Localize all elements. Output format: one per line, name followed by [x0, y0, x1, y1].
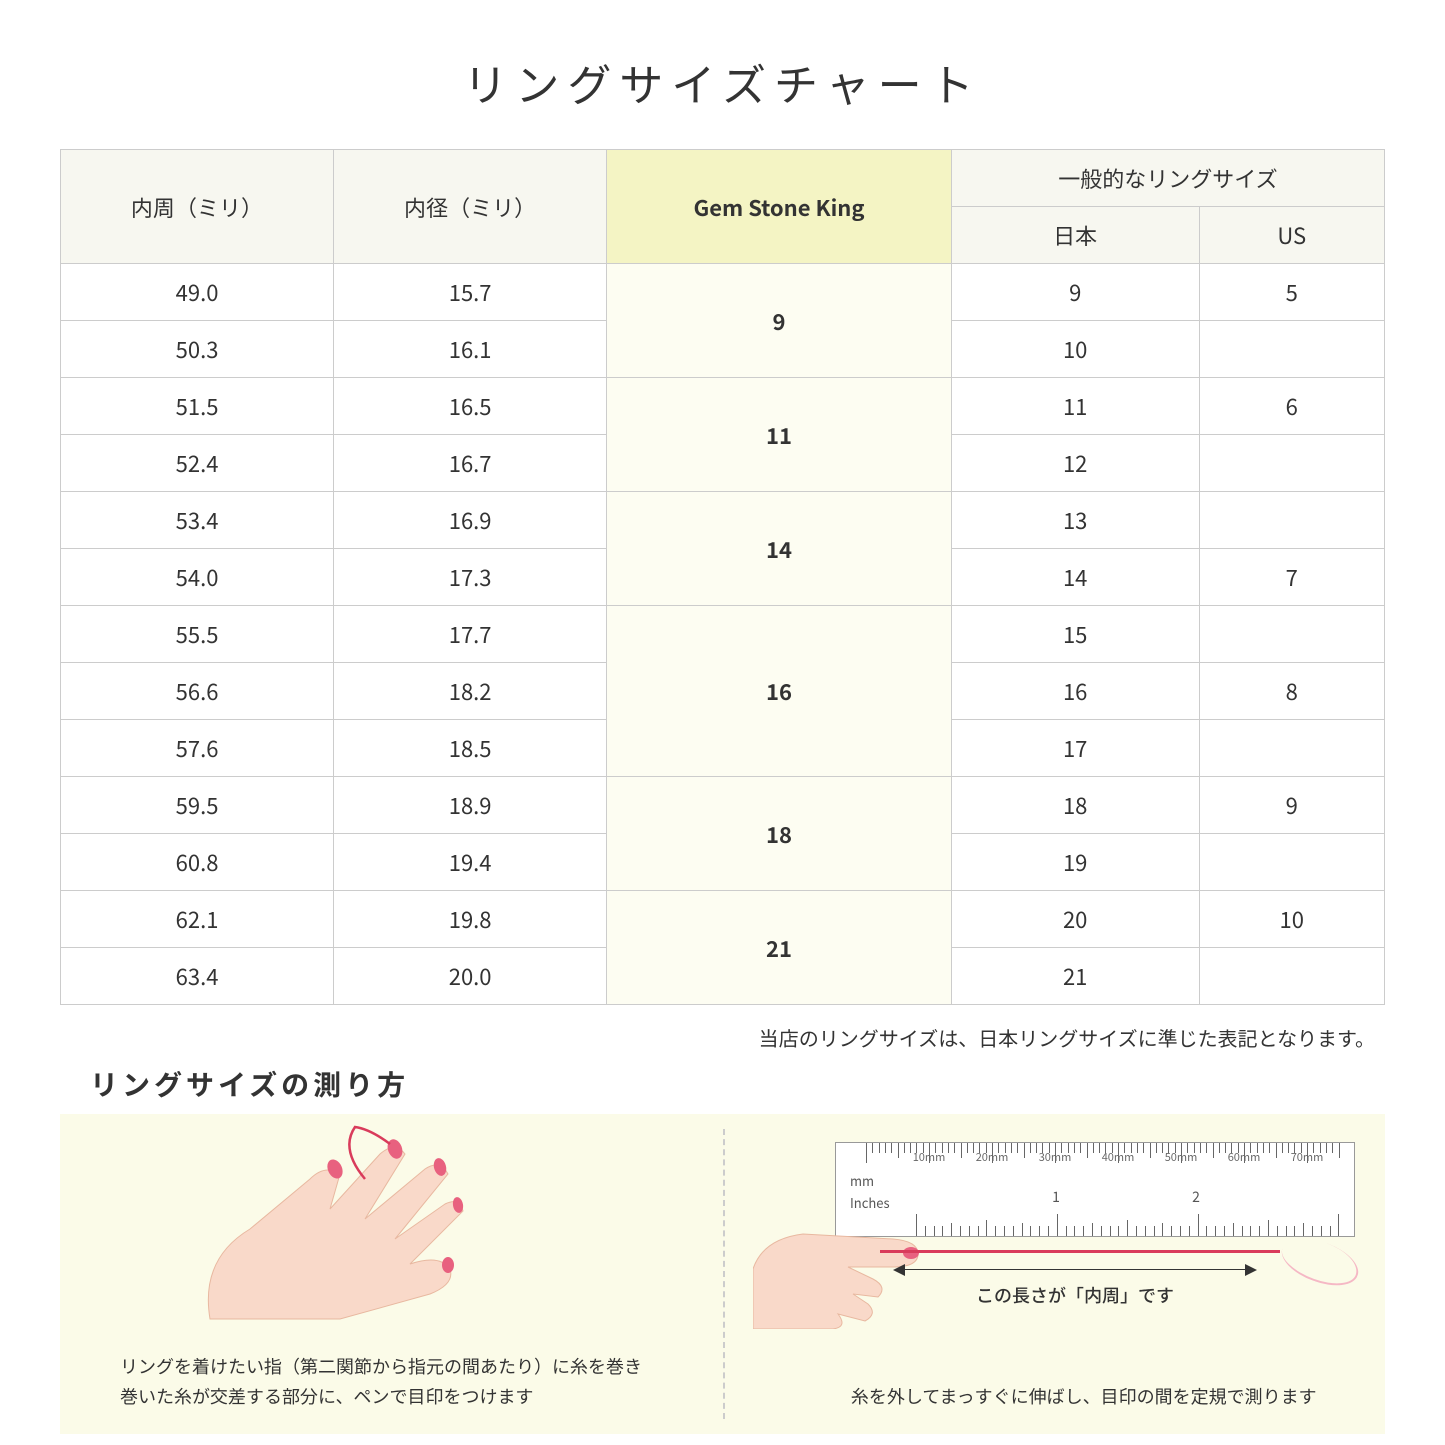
cell-us — [1199, 435, 1384, 492]
cell-japan: 14 — [951, 549, 1199, 606]
header-diameter: 内径（ミリ） — [334, 150, 607, 264]
cell-us: 5 — [1199, 264, 1384, 321]
cell-diameter: 16.5 — [334, 378, 607, 435]
header-japan: 日本 — [951, 207, 1199, 264]
caption-right: 糸を外してまっすぐに伸ばし、目印の間を定規で測ります — [813, 1381, 1356, 1412]
table-row: 59.5 18.91818 9 — [61, 777, 1385, 834]
cell-us — [1199, 834, 1384, 891]
illus-right: 10mm20mm30mm40mm50mm60mm70mm mm Inches 1… — [723, 1114, 1386, 1434]
cell-japan: 19 — [951, 834, 1199, 891]
ruler-mm-label: mm — [850, 1171, 874, 1190]
cell-us — [1199, 606, 1384, 663]
table-row: 53.4 16.91413 — [61, 492, 1385, 549]
cell-us — [1199, 492, 1384, 549]
cell-us — [1199, 948, 1384, 1005]
cell-diameter: 16.1 — [334, 321, 607, 378]
illustration-panel: リングを着けたい指（第二関節から指元の間あたり）に糸を巻き巻いた糸が交差する部分… — [60, 1114, 1385, 1434]
header-gsk: Gem Stone King — [607, 150, 952, 264]
cell-circumference: 60.8 — [61, 834, 334, 891]
cell-diameter: 20.0 — [334, 948, 607, 1005]
cell-us: 6 — [1199, 378, 1384, 435]
hand-wrap-icon — [180, 1119, 520, 1329]
cell-gsk: 21 — [607, 891, 952, 1005]
cell-circumference: 59.5 — [61, 777, 334, 834]
cell-diameter: 17.3 — [334, 549, 607, 606]
cell-us: 8 — [1199, 663, 1384, 720]
cell-japan: 10 — [951, 321, 1199, 378]
cell-us: 9 — [1199, 777, 1384, 834]
cell-diameter: 15.7 — [334, 264, 607, 321]
arrow-label: この長さが「内周」です — [885, 1282, 1265, 1308]
caption-left: リングを着けたい指（第二関節から指元の間あたり）に糸を巻き巻いた糸が交差する部分… — [120, 1351, 693, 1412]
cell-circumference: 49.0 — [61, 264, 334, 321]
cell-circumference: 51.5 — [61, 378, 334, 435]
cell-us: 10 — [1199, 891, 1384, 948]
cell-diameter: 17.7 — [334, 606, 607, 663]
cell-gsk: 14 — [607, 492, 952, 606]
cell-circumference: 50.3 — [61, 321, 334, 378]
cell-japan: 18 — [951, 777, 1199, 834]
cell-gsk: 9 — [607, 264, 952, 378]
subtitle: リングサイズの測り方 — [90, 1064, 1385, 1104]
cell-circumference: 63.4 — [61, 948, 334, 1005]
cell-circumference: 55.5 — [61, 606, 334, 663]
cell-circumference: 56.6 — [61, 663, 334, 720]
cell-japan: 20 — [951, 891, 1199, 948]
table-row: 51.5 16.51111 6 — [61, 378, 1385, 435]
cell-diameter: 19.8 — [334, 891, 607, 948]
table-row: 55.5 17.71615 — [61, 606, 1385, 663]
cell-circumference: 53.4 — [61, 492, 334, 549]
cell-diameter: 16.9 — [334, 492, 607, 549]
cell-diameter: 19.4 — [334, 834, 607, 891]
measurement-arrow: この長さが「内周」です — [885, 1269, 1265, 1308]
cell-diameter: 18.2 — [334, 663, 607, 720]
cell-japan: 13 — [951, 492, 1199, 549]
cell-us — [1199, 720, 1384, 777]
cell-circumference: 62.1 — [61, 891, 334, 948]
cell-japan: 16 — [951, 663, 1199, 720]
cell-diameter: 18.5 — [334, 720, 607, 777]
cell-japan: 9 — [951, 264, 1199, 321]
table-row: 49.0 15.799 5 — [61, 264, 1385, 321]
header-us: US — [1199, 207, 1384, 264]
cell-us: 7 — [1199, 549, 1384, 606]
cell-diameter: 18.9 — [334, 777, 607, 834]
cell-japan: 12 — [951, 435, 1199, 492]
cell-circumference: 54.0 — [61, 549, 334, 606]
cell-japan: 17 — [951, 720, 1199, 777]
cell-japan: 21 — [951, 948, 1199, 1005]
size-chart-table: 内周（ミリ） 内径（ミリ） Gem Stone King 一般的なリングサイズ … — [60, 149, 1385, 1005]
cell-circumference: 52.4 — [61, 435, 334, 492]
note-text: 当店のリングサイズは、日本リングサイズに準じた表記となります。 — [60, 1023, 1375, 1052]
cell-diameter: 16.7 — [334, 435, 607, 492]
header-general: 一般的なリングサイズ — [951, 150, 1384, 207]
cell-japan: 15 — [951, 606, 1199, 663]
cell-gsk: 16 — [607, 606, 952, 777]
cell-us — [1199, 321, 1384, 378]
header-circumference: 内周（ミリ） — [61, 150, 334, 264]
cell-gsk: 11 — [607, 378, 952, 492]
page-title: リングサイズチャート — [60, 50, 1385, 114]
cell-gsk: 18 — [607, 777, 952, 891]
cell-circumference: 57.6 — [61, 720, 334, 777]
table-row: 62.1 19.82120 10 — [61, 891, 1385, 948]
cell-japan: 11 — [951, 378, 1199, 435]
illus-left: リングを着けたい指（第二関節から指元の間あたり）に糸を巻き巻いた糸が交差する部分… — [60, 1114, 723, 1434]
